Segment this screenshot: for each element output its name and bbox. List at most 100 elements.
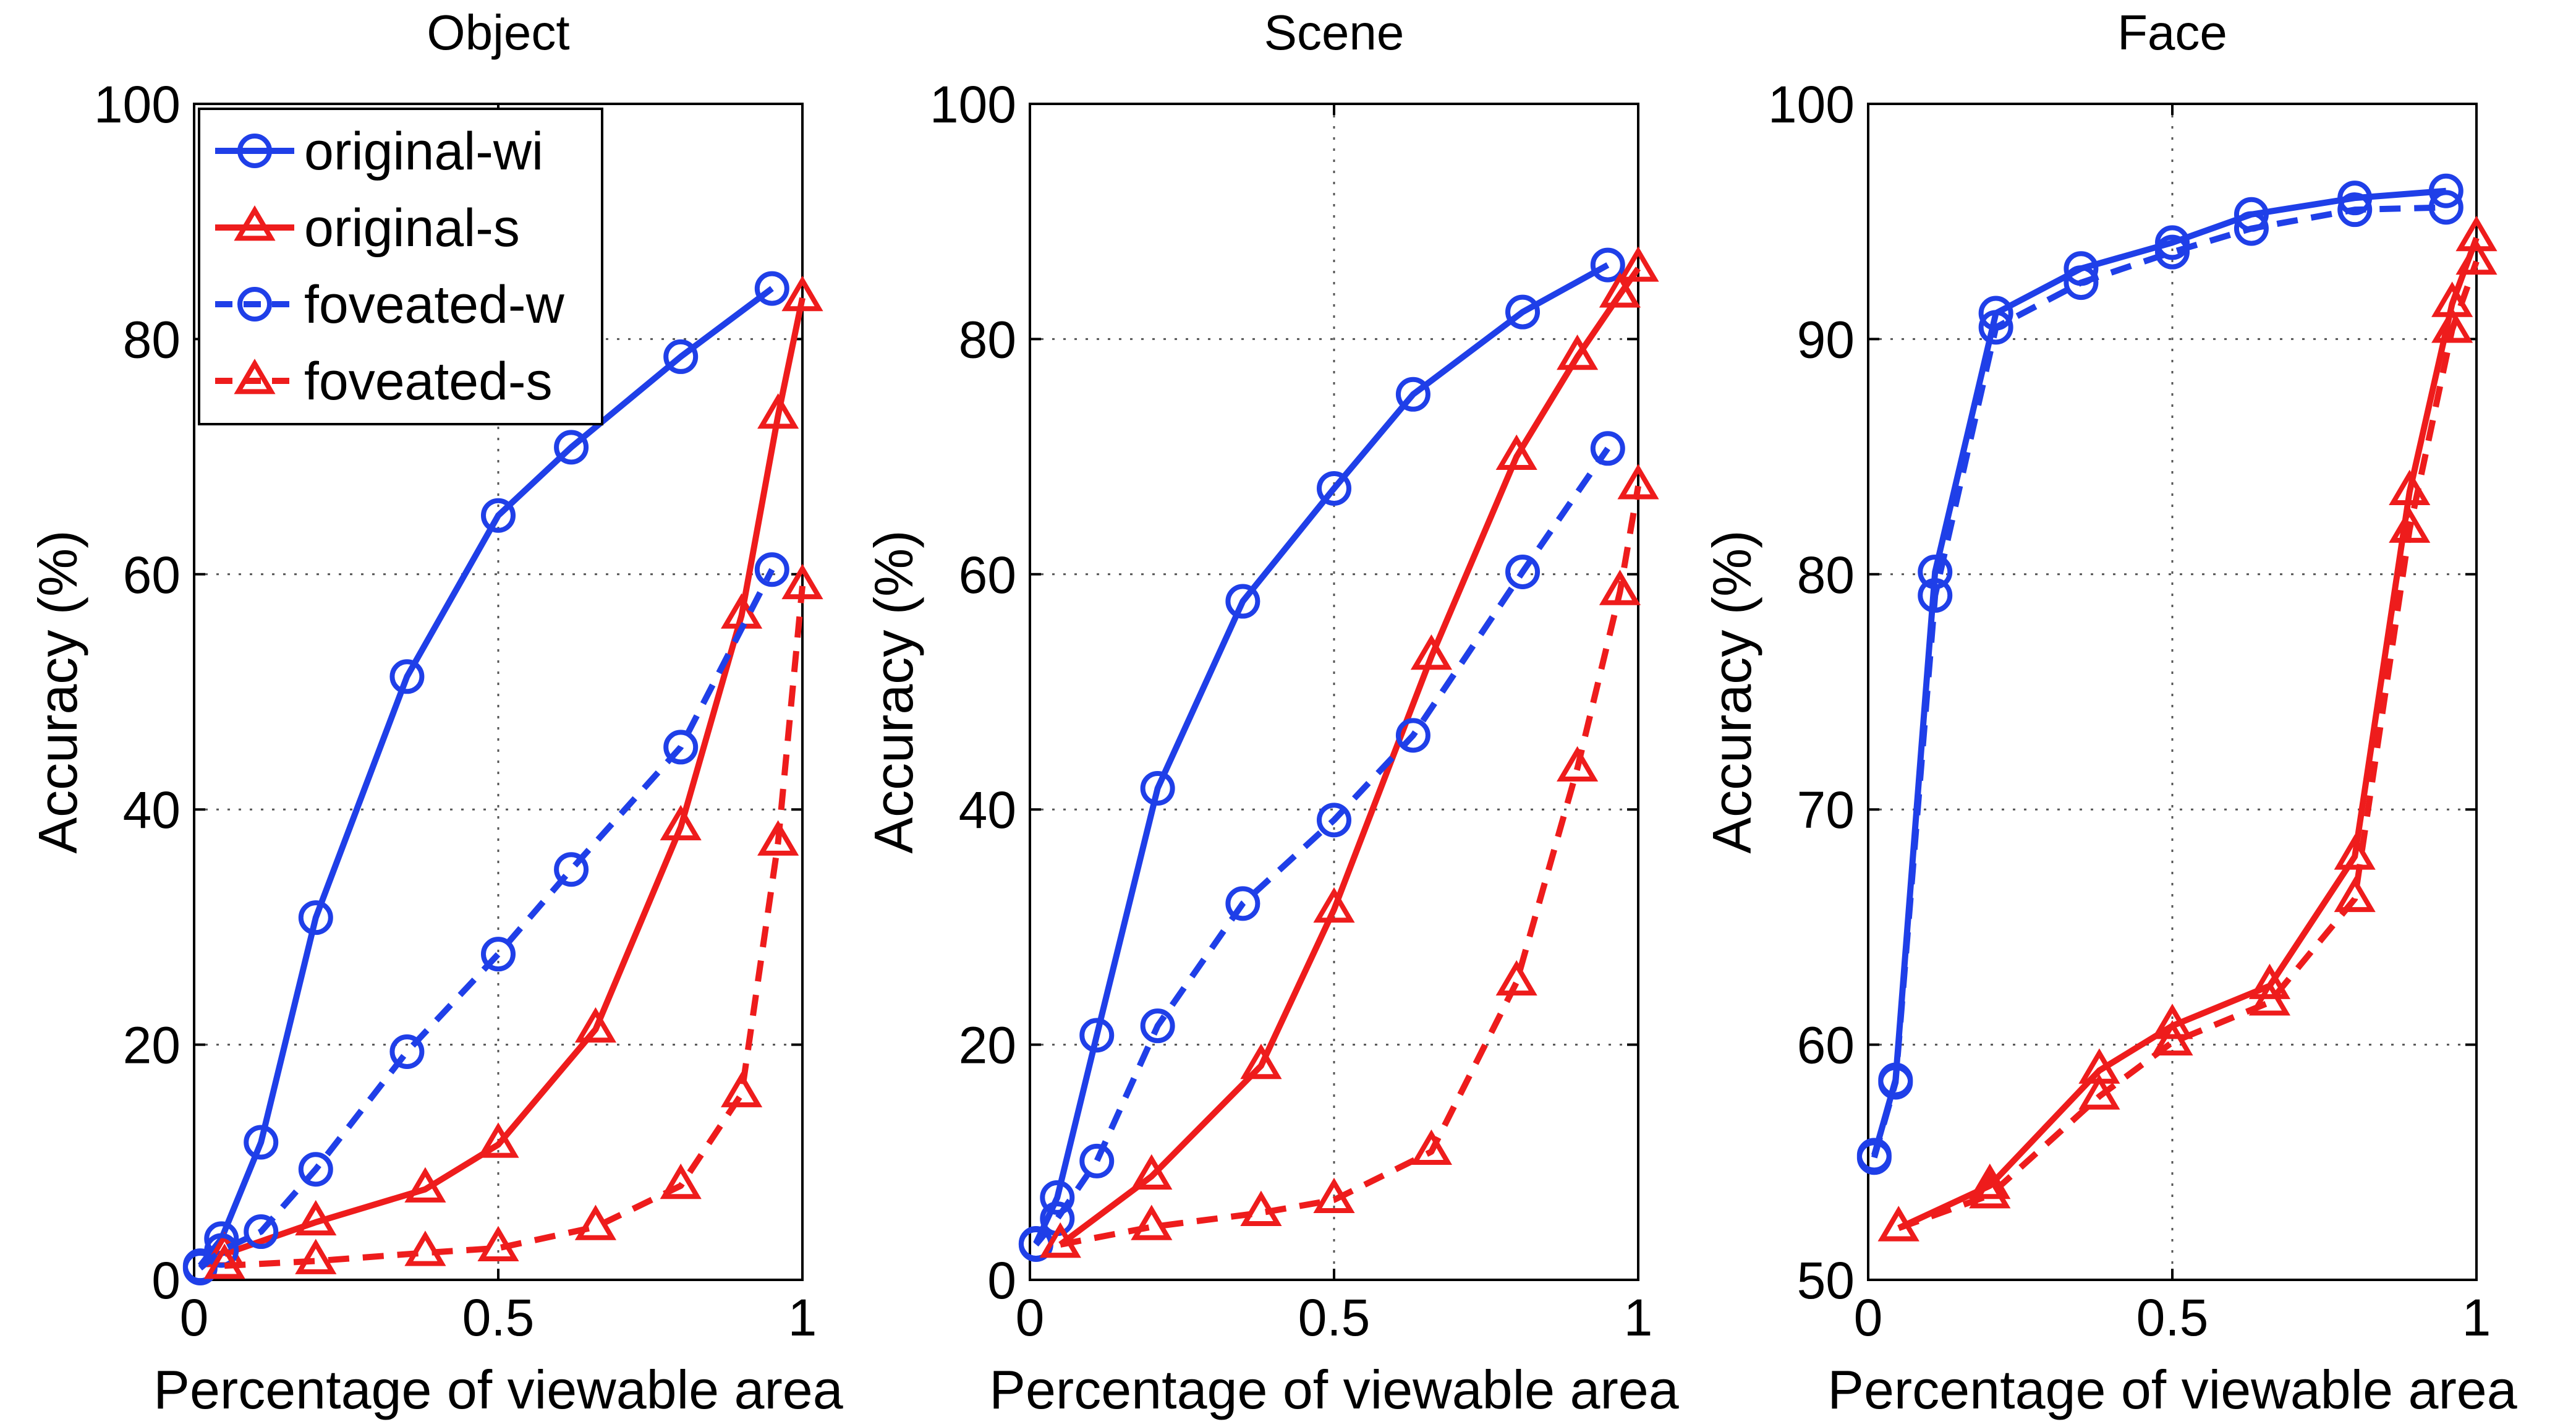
data-point-original-wi: [298, 900, 333, 935]
data-point-foveated-w: [1856, 1140, 1892, 1175]
chart-title: Object: [427, 5, 569, 60]
legend-swatch-marker-foveated-s: [234, 359, 276, 394]
chart-title: Face: [2117, 5, 2227, 60]
legend-swatch-marker-original-wi: [237, 134, 272, 168]
data-point-original-wi: [1505, 294, 1541, 330]
data-point-original-wi: [2155, 225, 2190, 260]
y-tick-label: 90: [1797, 310, 1855, 368]
x-tick-label: 1: [1624, 1289, 1653, 1347]
data-point-foveated-w: [1590, 431, 1625, 466]
series-line-foveated-s: [1060, 485, 1641, 1248]
data-point-original-wi: [554, 430, 589, 465]
series-line-foveated-w: [1033, 446, 1610, 1247]
data-point-foveated-w: [2064, 265, 2099, 300]
y-tick-label: 40: [123, 781, 181, 839]
data-point-foveated-s: [1557, 746, 1599, 782]
y-tick-label: 60: [959, 546, 1016, 604]
data-point-foveated-w: [1225, 886, 1260, 921]
x-tick-label: 1: [2462, 1289, 2491, 1347]
data-point-foveated-s: [2431, 307, 2473, 343]
data-point-foveated-w: [2155, 234, 2190, 270]
x-tick-label: 0: [1016, 1289, 1045, 1347]
data-point-foveated-s: [660, 1163, 702, 1199]
y-tick-label: 20: [959, 1016, 1016, 1075]
y-tick-label: 100: [1768, 75, 1855, 134]
data-point-original-s: [477, 1122, 519, 1158]
x-axis-label: Percentage of viewable area: [989, 1359, 1678, 1420]
data-point-foveated-w: [1878, 1065, 1913, 1100]
series-line-original-wi: [1033, 262, 1610, 1245]
data-point-original-wi: [663, 339, 699, 374]
data-point-foveated-s: [721, 1071, 763, 1107]
data-point-original-s: [1313, 887, 1355, 923]
data-point-original-s: [1240, 1043, 1282, 1080]
y-axis-label: Accuracy (%): [863, 530, 924, 853]
y-tick-label: 70: [1797, 781, 1855, 839]
data-point-foveated-w: [2337, 192, 2373, 228]
data-point-foveated-w: [554, 852, 589, 887]
plot-frame: [1867, 103, 2478, 1281]
data-point-foveated-s: [1131, 1204, 1173, 1240]
data-point-foveated-s: [2389, 507, 2431, 543]
data-point-original-wi: [244, 1125, 279, 1160]
data-point-original-wi: [481, 498, 516, 533]
data-point-original-wi: [1225, 584, 1260, 619]
data-point-original-s: [2151, 1003, 2193, 1039]
x-tick-label: 0.5: [2136, 1289, 2209, 1347]
data-point-foveated-s: [1599, 569, 1641, 605]
data-point-original-s: [2334, 834, 2376, 870]
data-point-original-wi: [1140, 770, 1175, 806]
y-tick-label: 100: [930, 75, 1016, 134]
data-point-original-s: [1495, 434, 1537, 470]
series-line-foveated-w: [1871, 204, 2446, 1159]
data-point-original-s: [1969, 1163, 2011, 1199]
data-point-foveated-s: [477, 1225, 519, 1262]
data-point-original-s: [295, 1199, 337, 1236]
data-point-foveated-s: [1240, 1190, 1282, 1226]
data-point-original-s: [1557, 334, 1599, 370]
data-point-original-wi: [1317, 471, 1351, 506]
x-tick-label: 0.5: [462, 1289, 535, 1347]
data-point-foveated-w: [663, 730, 699, 765]
x-tick-label: 0: [1854, 1289, 1883, 1347]
panel-scene: Scene 0 0.5 1 0 20 40 60 80 100 Percentage of view…: [863, 5, 1679, 1420]
data-point-foveated-w: [481, 937, 516, 972]
data-point-foveated-s: [2248, 980, 2291, 1016]
data-point-original-wi: [1040, 1180, 1075, 1215]
data-point-original-wi: [389, 659, 425, 694]
x-tick-label: 0: [180, 1289, 209, 1347]
y-tick-label: 0: [987, 1251, 1016, 1310]
data-point-foveated-s: [1495, 960, 1537, 996]
legend: original-wi original-s foveated-w foveated-…: [198, 108, 603, 425]
data-point-foveated-s: [2078, 1074, 2120, 1110]
series-line-original-s: [223, 297, 806, 1257]
y-tick-label: 80: [123, 310, 181, 368]
data-point-foveated-w: [204, 1233, 239, 1268]
data-point-foveated-w: [2234, 211, 2269, 246]
data-point-original-s: [781, 275, 823, 312]
y-tick-label: 20: [123, 1016, 181, 1075]
data-point-original-s: [1410, 634, 1453, 670]
data-point-foveated-s: [781, 563, 823, 600]
data-point-original-wi: [1395, 377, 1430, 412]
data-point-original-wi: [2428, 173, 2463, 208]
data-point-original-s: [1617, 246, 1659, 282]
x-axis-label: Percentage of viewable area: [1827, 1359, 2517, 1420]
data-point-foveated-s: [757, 820, 799, 856]
data-point-original-s: [1131, 1154, 1173, 1190]
series-line-original-wi: [197, 286, 774, 1268]
data-point-foveated-s: [1877, 1206, 1919, 1242]
chart-title: Scene: [1264, 5, 1405, 60]
legend-entry-foveated-s: foveated-s: [304, 352, 553, 411]
y-tick-label: 50: [1797, 1251, 1855, 1310]
data-point-foveated-s: [1313, 1177, 1355, 1214]
data-point-foveated-w: [298, 1152, 333, 1187]
y-axis-label: Accuracy (%): [1701, 530, 1762, 853]
data-point-original-wi: [754, 271, 789, 306]
data-point-foveated-s: [203, 1243, 245, 1279]
data-point-foveated-w: [244, 1214, 279, 1250]
data-point-foveated-s: [574, 1204, 617, 1240]
data-point-foveated-w: [1317, 803, 1351, 838]
panel-face: Face 0 0.5 1 50 60 70 80 90 100 Percentage of view…: [1701, 5, 2517, 1420]
